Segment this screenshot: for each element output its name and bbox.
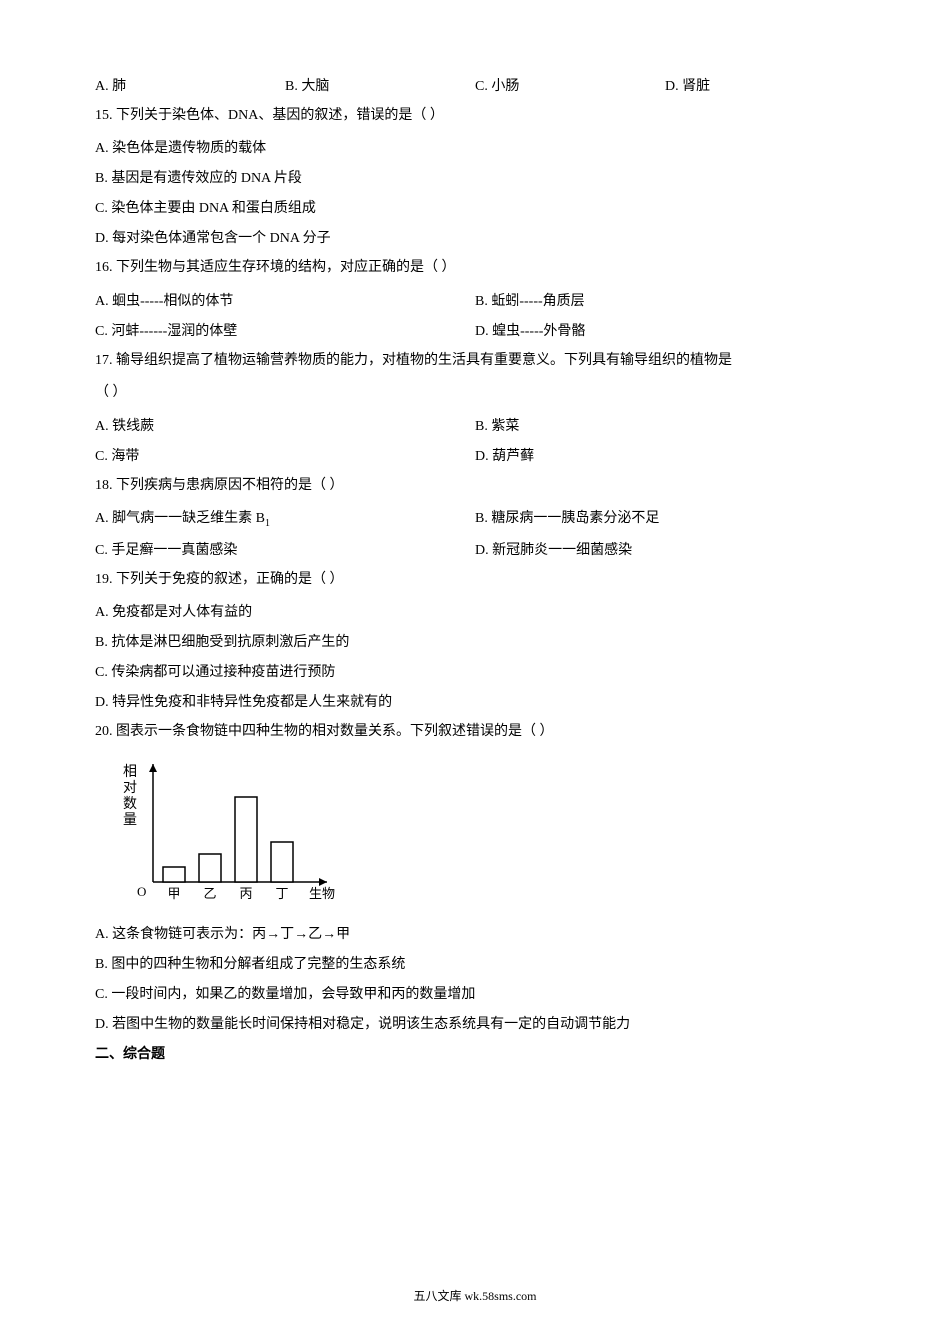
q17-opt-d: D. 葫芦藓: [475, 445, 855, 465]
svg-text:对: 对: [123, 780, 137, 796]
page-footer: 五八文库 wk.58sms.com: [0, 1287, 950, 1304]
svg-text:丁: 丁: [275, 886, 288, 901]
q16-row1: A. 蛔虫-----相似的体节 B. 蚯蚓-----角质层: [95, 290, 855, 310]
q19-opt-d: D. 特异性免疫和非特异性免疫都是人生来就有的: [95, 691, 855, 711]
svg-text:乙: 乙: [203, 886, 216, 901]
q18-opt-a-sub: 1: [265, 518, 270, 529]
q14-opt-a: A. 肺: [95, 75, 285, 95]
q15-opt-d: D. 每对染色体通常包含一个 DNA 分子: [95, 227, 855, 247]
q20-opt-a: A. 这条食物链可表示为：丙→丁→乙→甲: [95, 923, 855, 943]
q16-opt-b: B. 蚯蚓-----角质层: [475, 290, 855, 310]
q14-options: A. 肺 B. 大脑 C. 小肠 D. 肾脏: [95, 75, 855, 95]
food-chain-chart: 相对数量 O 甲 乙 丙 丁 生物名称: [105, 754, 855, 909]
q17-row1: A. 铁线蕨 B. 紫菜: [95, 415, 855, 435]
q17-opt-b: B. 紫菜: [475, 415, 855, 435]
q18-row1: A. 脚气病一一缺乏维生素 B1 B. 糖尿病一一胰岛素分泌不足: [95, 507, 855, 529]
q17-opt-c: C. 海带: [95, 445, 475, 465]
svg-text:生物名称: 生物名称: [309, 886, 335, 901]
svg-text:数: 数: [123, 796, 137, 812]
svg-text:相: 相: [123, 764, 137, 780]
q17-stem2: （ ）: [95, 382, 855, 404]
q18-opt-a: A. 脚气病一一缺乏维生素 B1: [95, 507, 475, 529]
q17-stem: 17. 输导组织提高了植物运输营养物质的能力，对植物的生活具有重要意义。下列具有…: [95, 350, 855, 372]
q19-opt-b: B. 抗体是淋巴细胞受到抗原刺激后产生的: [95, 631, 855, 651]
q18-opt-c: C. 手足癣一一真菌感染: [95, 539, 475, 559]
q18-opt-a-pre: A. 脚气病一一缺乏维生素 B: [95, 511, 265, 526]
q19-stem: 19. 下列关于免疫的叙述，正确的是（ ）: [95, 569, 855, 591]
q18-row2: C. 手足癣一一真菌感染 D. 新冠肺炎一一细菌感染: [95, 539, 855, 559]
q16-stem: 16. 下列生物与其适应生存环境的结构，对应正确的是（ ）: [95, 257, 855, 279]
q14-opt-d: D. 肾脏: [665, 75, 855, 95]
q16-opt-c: C. 河蚌------湿润的体壁: [95, 320, 475, 340]
q16-opt-a: A. 蛔虫-----相似的体节: [95, 290, 475, 310]
svg-text:O: O: [137, 884, 146, 899]
q17-opt-a: A. 铁线蕨: [95, 415, 475, 435]
svg-text:量: 量: [123, 812, 137, 828]
q17-row2: C. 海带 D. 葫芦藓: [95, 445, 855, 465]
q14-opt-b: B. 大脑: [285, 75, 475, 95]
q18-opt-b: B. 糖尿病一一胰岛素分泌不足: [475, 507, 855, 529]
chart-svg: 相对数量 O 甲 乙 丙 丁 生物名称: [105, 754, 335, 904]
q18-stem: 18. 下列疾病与患病原因不相符的是（ ）: [95, 475, 855, 497]
q20-opt-c: C. 一段时间内，如果乙的数量增加，会导致甲和丙的数量增加: [95, 983, 855, 1003]
q20-stem: 20. 图表示一条食物链中四种生物的相对数量关系。下列叙述错误的是（ ）: [95, 721, 855, 743]
q15-opt-b: B. 基因是有遗传效应的 DNA 片段: [95, 167, 855, 187]
q18-opt-d: D. 新冠肺炎一一细菌感染: [475, 539, 855, 559]
q19-opt-a: A. 免疫都是对人体有益的: [95, 601, 855, 621]
q16-opt-d: D. 蝗虫-----外骨骼: [475, 320, 855, 340]
q15-opt-a: A. 染色体是遗传物质的载体: [95, 137, 855, 157]
q15-stem: 15. 下列关于染色体、DNA、基因的叙述，错误的是（ ）: [95, 105, 855, 127]
section2-heading: 二、综合题: [95, 1043, 855, 1063]
q19-opt-c: C. 传染病都可以通过接种疫苗进行预防: [95, 661, 855, 681]
q14-opt-c: C. 小肠: [475, 75, 665, 95]
q15-opt-c: C. 染色体主要由 DNA 和蛋白质组成: [95, 197, 855, 217]
svg-text:甲: 甲: [167, 886, 180, 901]
svg-text:丙: 丙: [239, 886, 252, 901]
q20-opt-d: D. 若图中生物的数量能长时间保持相对稳定，说明该生态系统具有一定的自动调节能力: [95, 1013, 855, 1033]
q16-row2: C. 河蚌------湿润的体壁 D. 蝗虫-----外骨骼: [95, 320, 855, 340]
q20-opt-b: B. 图中的四种生物和分解者组成了完整的生态系统: [95, 953, 855, 973]
